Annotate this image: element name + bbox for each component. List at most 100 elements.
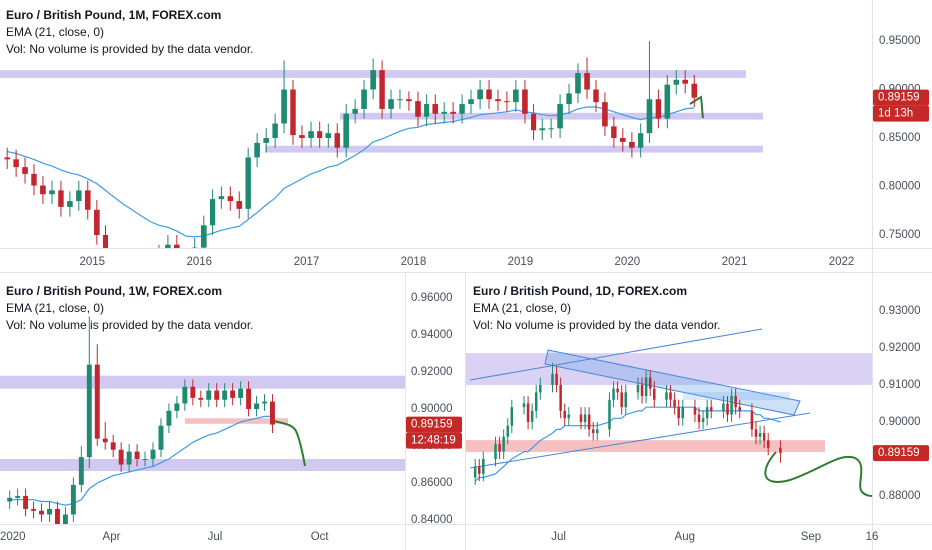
candle-body: [513, 89, 519, 103]
plot-area: [7, 316, 275, 524]
candle-body: [619, 138, 626, 142]
candle-body: [682, 79, 689, 84]
candle-body: [459, 104, 465, 114]
candle-body: [94, 364, 100, 439]
candle-body: [174, 244, 180, 248]
candle-body: [13, 159, 19, 168]
candle-body: [646, 99, 653, 134]
candle-body: [415, 101, 421, 117]
candle-body: [482, 458, 485, 474]
candle-body: [218, 196, 225, 200]
candle-body: [762, 433, 766, 441]
candle-body: [182, 386, 188, 404]
candle-body: [734, 396, 737, 408]
candle-body: [693, 407, 697, 415]
candle-body: [498, 444, 501, 452]
candle-body: [473, 466, 477, 478]
candle-body: [557, 104, 563, 129]
candle-body: [636, 384, 640, 393]
y-tick-label: 0.92000: [411, 366, 453, 378]
candle-body: [308, 131, 314, 139]
candle-body: [325, 133, 332, 139]
candle-body: [200, 225, 207, 248]
box-drawing: [683, 392, 790, 400]
candle-body: [4, 157, 10, 160]
candle-body: [664, 84, 671, 119]
x-tick-label: Jul: [551, 531, 566, 543]
candle-body: [49, 190, 55, 195]
y-tick-label: 0.94000: [411, 329, 453, 341]
projection-drawing: [764, 451, 872, 498]
candle-body: [608, 399, 611, 430]
candle-body: [198, 397, 204, 400]
candle-body: [94, 209, 100, 236]
candle-body: [738, 407, 741, 411]
chart-title: Euro / British Pound, 1W, FOREX.com: [6, 284, 222, 298]
candle-body: [504, 101, 510, 103]
indicator-label: EMA (21, close, 0): [6, 25, 104, 39]
candle-body: [624, 392, 628, 408]
candle-body: [174, 403, 180, 411]
candle-body: [575, 73, 581, 94]
candle-body: [539, 128, 546, 131]
candle-body: [779, 447, 782, 454]
candle-body: [531, 113, 537, 131]
candle-body: [158, 425, 164, 450]
candle-body: [236, 201, 243, 209]
candle-body: [102, 235, 109, 248]
candle-body: [567, 414, 571, 419]
candle-body: [655, 99, 662, 119]
candle-body: [245, 157, 251, 209]
candle-body: [134, 451, 140, 459]
candle-body: [31, 508, 37, 511]
candle-body: [206, 390, 212, 400]
x-tick-label: Apr: [103, 531, 121, 543]
zone: [465, 440, 825, 452]
candle-body: [165, 244, 171, 248]
candle-body: [263, 138, 270, 143]
zone: [265, 145, 763, 153]
candle-body: [526, 403, 530, 422]
candle-body: [58, 190, 64, 207]
candle-body: [47, 508, 52, 515]
candle-body: [424, 104, 430, 117]
x-tick-label: Jul: [208, 531, 223, 543]
candle-body: [559, 384, 562, 411]
candle-body: [750, 410, 754, 430]
x-tick-label: Oct: [311, 531, 330, 543]
candle-body: [262, 401, 267, 404]
candle-body: [665, 392, 668, 400]
ema-line: [9, 415, 273, 506]
candle-body: [39, 510, 44, 515]
x-tick-label: Sep: [801, 531, 821, 543]
indicator-label: EMA (21, close, 0): [6, 301, 104, 315]
candle-body: [7, 497, 13, 502]
candle-body: [238, 388, 244, 398]
candle-body: [31, 173, 37, 186]
y-tick-label: 0.84000: [411, 514, 453, 526]
candle-body: [272, 123, 278, 139]
zone: [185, 418, 288, 424]
candle-body: [534, 392, 538, 411]
candle-body: [648, 377, 652, 389]
candle-body: [495, 99, 501, 102]
trend-line: [469, 412, 811, 469]
candle-body: [530, 410, 534, 422]
candle-body: [673, 79, 679, 85]
candle-body: [110, 442, 116, 450]
y-tick-label: 0.90000: [411, 403, 453, 415]
candle-body: [638, 133, 644, 148]
candle-body: [361, 89, 367, 109]
candle-body: [166, 410, 172, 426]
candle-body: [652, 388, 656, 400]
candle-body: [506, 425, 509, 437]
y-tick-label: 0.75000: [879, 229, 921, 241]
x-tick-label: 2020: [615, 256, 641, 268]
volume-note: Vol: No volume is provided by the data v…: [6, 42, 253, 56]
candle-body: [290, 89, 296, 136]
candle-body: [612, 388, 615, 400]
candle-body: [593, 89, 599, 103]
y-tick-label: 0.80000: [879, 181, 921, 193]
text-layer: 0.95000 0.90000 0.85000 0.80000 0.75000 2015 2…: [0, 8, 929, 543]
